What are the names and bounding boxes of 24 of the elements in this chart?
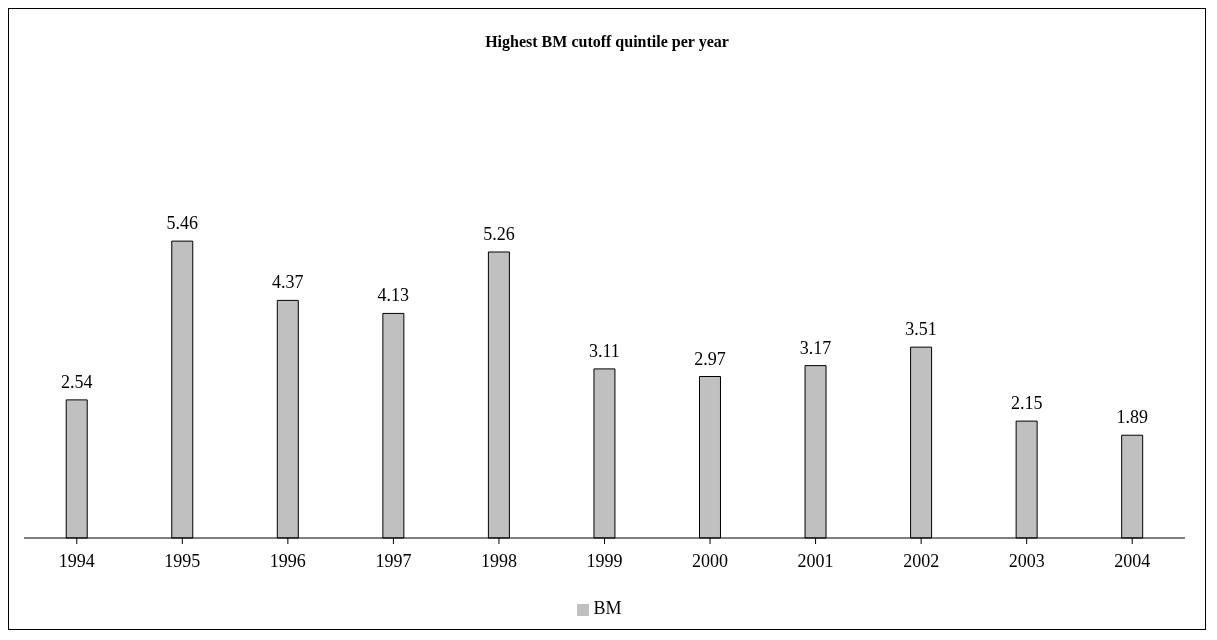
- x-tick-label: 2003: [1008, 550, 1045, 571]
- data-label: 4.37: [272, 272, 304, 293]
- chart-title: Highest BM cutoff quintile per year: [484, 32, 730, 53]
- x-tick-label: 1994: [58, 550, 95, 571]
- data-label: 2.54: [60, 371, 93, 392]
- x-tick-label: 2001: [797, 550, 834, 571]
- x-tick-label: 2000: [692, 550, 729, 571]
- x-tick-label: 2004: [1114, 550, 1151, 571]
- x-tick-label: 2002: [903, 550, 940, 571]
- x-tick-label: 1995: [164, 550, 201, 571]
- data-label: 5.46: [166, 213, 199, 234]
- data-label: 2.97: [694, 348, 726, 369]
- x-tick-label: 1996: [269, 550, 306, 571]
- legend-label: BM: [593, 598, 622, 618]
- data-label: 5.26: [483, 223, 515, 244]
- data-label: 1.89: [1116, 407, 1148, 428]
- x-tick-label: 1999: [586, 550, 623, 571]
- x-tick-label: 1998: [480, 550, 517, 571]
- data-label: 3.51: [905, 319, 937, 340]
- data-label: 3.11: [589, 340, 620, 361]
- data-label: 2.15: [1010, 393, 1043, 414]
- data-label: 4.13: [377, 285, 410, 306]
- data-label: 3.17: [799, 337, 832, 358]
- x-tick-label: 1997: [375, 550, 412, 571]
